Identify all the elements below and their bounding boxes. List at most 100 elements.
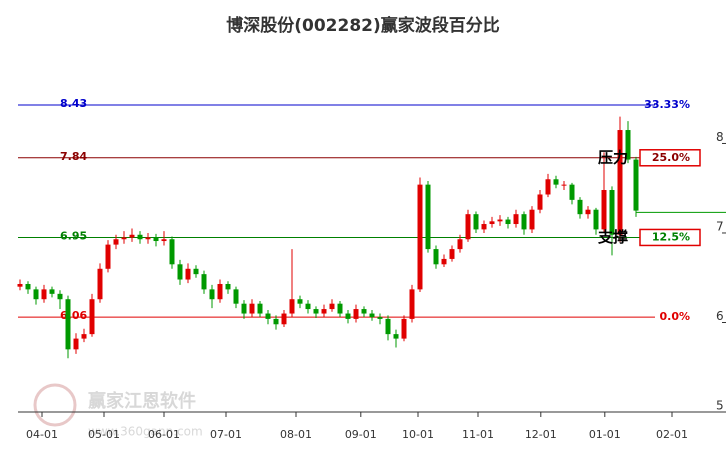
candle-body [257, 303, 263, 314]
candle-body [241, 303, 247, 314]
candle-body [369, 313, 375, 318]
candle-body [497, 219, 503, 222]
x-tick-label: 12-01 [525, 428, 557, 441]
candle-body [481, 224, 487, 230]
level-box [639, 228, 701, 247]
level-price: 6.95 [60, 229, 87, 242]
candle-body [489, 221, 495, 225]
candle-body [65, 299, 71, 350]
candle-body [41, 289, 47, 300]
x-tick-label: 10-01 [402, 428, 434, 441]
candle-body [633, 159, 639, 211]
candle-body [417, 184, 423, 290]
candle-body [177, 264, 183, 280]
chart-title: 博深股份(002282)赢家波段百分比 [226, 15, 500, 36]
candle-body [89, 299, 95, 335]
x-tick-label: 06-01 [148, 428, 180, 441]
y-tick-label: 5 [716, 399, 724, 413]
candle-body [425, 184, 431, 250]
candle-body [121, 237, 127, 240]
candle-body [457, 239, 463, 250]
candle-body [465, 214, 471, 240]
candle-body [201, 274, 207, 290]
x-tick-label: 07-01 [210, 428, 242, 441]
candle-body [25, 283, 31, 290]
annotation: 支撑 [597, 228, 628, 246]
candle-body [97, 268, 103, 300]
candle-body [313, 309, 319, 314]
candle-body [209, 289, 215, 300]
candle-body [17, 283, 23, 287]
candle-body [49, 289, 55, 294]
candle-body [513, 214, 519, 225]
candle-body [601, 190, 607, 230]
candle-body [217, 283, 223, 300]
candle-body [193, 268, 199, 275]
candle-body [401, 318, 407, 339]
x-tick-label: 02-01 [656, 428, 688, 441]
candle-body [185, 268, 191, 280]
x-tick-label: 04-01 [26, 428, 58, 441]
candle-body [289, 299, 295, 314]
candle-body [81, 334, 87, 339]
watermark-logo [33, 383, 77, 427]
level-price: 6.06 [60, 309, 87, 322]
x-tick-label: 11-01 [462, 428, 494, 441]
candle-body [585, 209, 591, 215]
candle-body [265, 313, 271, 319]
level-price: 8.43 [60, 97, 87, 110]
candle-body [137, 234, 143, 240]
level-percent: 33.33% [644, 98, 690, 111]
candle-body [153, 237, 159, 242]
candle-body [329, 303, 335, 310]
candle-body [569, 184, 575, 200]
candle-body [537, 194, 543, 210]
x-tick-label: 08-01 [280, 428, 312, 441]
candle-body [321, 309, 327, 314]
watermark-url: www.360gann.com [88, 425, 203, 439]
candle-body [529, 209, 535, 230]
y-tick-label: 6 [716, 309, 724, 323]
candle-body [617, 130, 623, 235]
x-tick-label: 05-01 [88, 428, 120, 441]
candle-body [297, 299, 303, 304]
candle-body [553, 179, 559, 185]
watermark: 赢家江恩软件 [88, 390, 196, 412]
candle-body [521, 214, 527, 230]
candle-body [473, 214, 479, 230]
candle-body [113, 239, 119, 245]
candle-body [337, 303, 343, 314]
candle-body [145, 237, 151, 240]
level-box [639, 149, 701, 167]
level-percent: 0.0% [659, 310, 690, 323]
candle-body [505, 219, 511, 225]
annotation: 压力 [598, 148, 628, 166]
y-tick-label: 8 [716, 130, 724, 144]
candle-body [377, 317, 383, 319]
candle-body [33, 289, 39, 300]
candle-body [233, 289, 239, 304]
candle-body [129, 234, 135, 238]
candle-body [577, 199, 583, 215]
candle-body [409, 289, 415, 319]
candle-body [305, 303, 311, 310]
level-price: 7.84 [60, 150, 87, 163]
level-percent: 12.5% [652, 230, 690, 243]
candle-body [73, 338, 79, 350]
candle-body [561, 184, 567, 186]
candle-body [393, 334, 399, 339]
candle-body [353, 309, 359, 319]
candle-body [169, 239, 175, 265]
candle-body [593, 209, 599, 230]
y-tick-label: 7 [716, 219, 724, 233]
level-percent: 25.0% [652, 151, 690, 164]
candle-body [545, 179, 551, 195]
candle-body [249, 303, 255, 314]
candle-body [449, 249, 455, 259]
candle-body [57, 293, 63, 300]
candle-body [609, 190, 615, 235]
candle-body [361, 309, 367, 314]
candle-body [105, 244, 111, 269]
candle-body [625, 130, 631, 160]
